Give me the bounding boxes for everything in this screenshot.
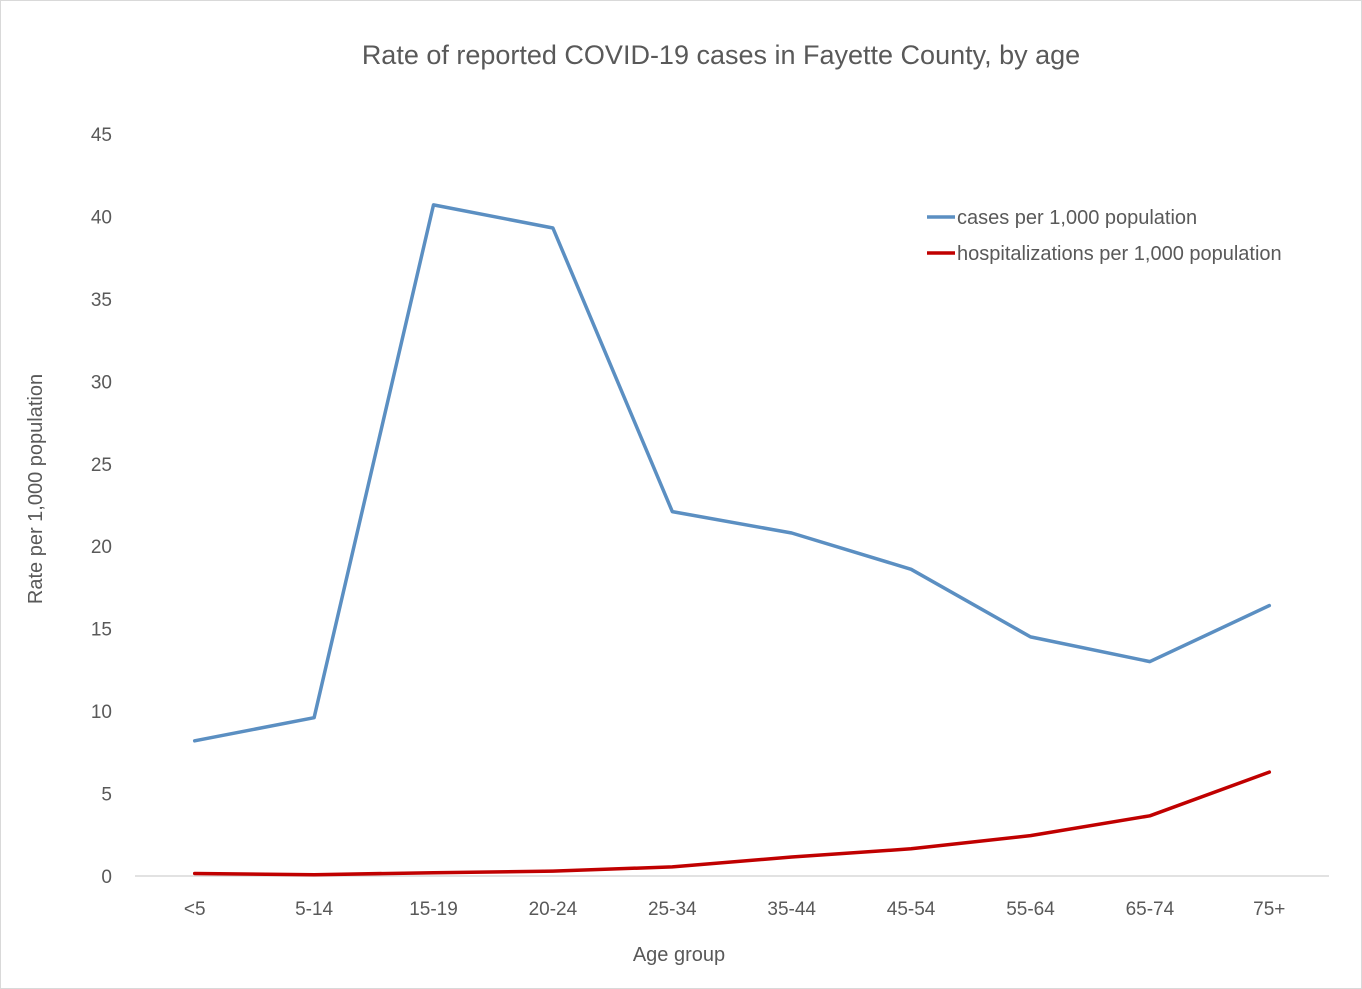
series-line-cases — [192, 203, 1272, 743]
series-line-hospitalizations — [192, 770, 1272, 877]
chart-title: Rate of reported COVID-19 cases in Fayet… — [362, 40, 1080, 70]
y-tick-label: 10 — [91, 702, 112, 723]
y-tick-label: 20 — [91, 537, 112, 558]
legend-label-cases: cases per 1,000 population — [957, 207, 1197, 229]
legend: cases per 1,000 population hospitalizati… — [927, 207, 1282, 265]
y-tick-label: 0 — [101, 867, 112, 888]
x-axis-label: Age group — [633, 944, 725, 966]
x-tick-label: 65-74 — [1126, 899, 1175, 920]
x-tick-label: 15-19 — [409, 899, 458, 920]
x-tick-label: 25-34 — [648, 899, 697, 920]
x-tick-label: 75+ — [1253, 899, 1285, 920]
y-axis-label: Rate per 1,000 population — [25, 374, 47, 604]
x-tick-label: <5 — [184, 899, 206, 920]
y-tick-label: 30 — [91, 372, 112, 393]
y-tick-labels: 0 5 10 15 20 25 30 35 40 45 — [91, 125, 112, 888]
y-tick-label: 5 — [101, 785, 112, 806]
x-tick-labels: <5 5-14 15-19 20-24 25-34 35-44 45-54 55-64 65-7… — [184, 899, 1286, 920]
x-tick-label: 55-64 — [1006, 899, 1055, 920]
y-tick-label: 35 — [91, 290, 112, 311]
y-tick-label: 45 — [91, 125, 112, 146]
series-lines — [192, 203, 1272, 877]
legend-label-hospitalizations: hospitalizations per 1,000 population — [957, 243, 1282, 265]
y-tick-label: 15 — [91, 620, 112, 641]
y-tick-label: 25 — [91, 455, 112, 476]
x-tick-label: 20-24 — [529, 899, 578, 920]
y-tick-label: 40 — [91, 207, 112, 228]
x-tick-label: 5-14 — [295, 899, 333, 920]
x-tick-label: 45-54 — [887, 899, 936, 920]
x-tick-label: 35-44 — [767, 899, 816, 920]
